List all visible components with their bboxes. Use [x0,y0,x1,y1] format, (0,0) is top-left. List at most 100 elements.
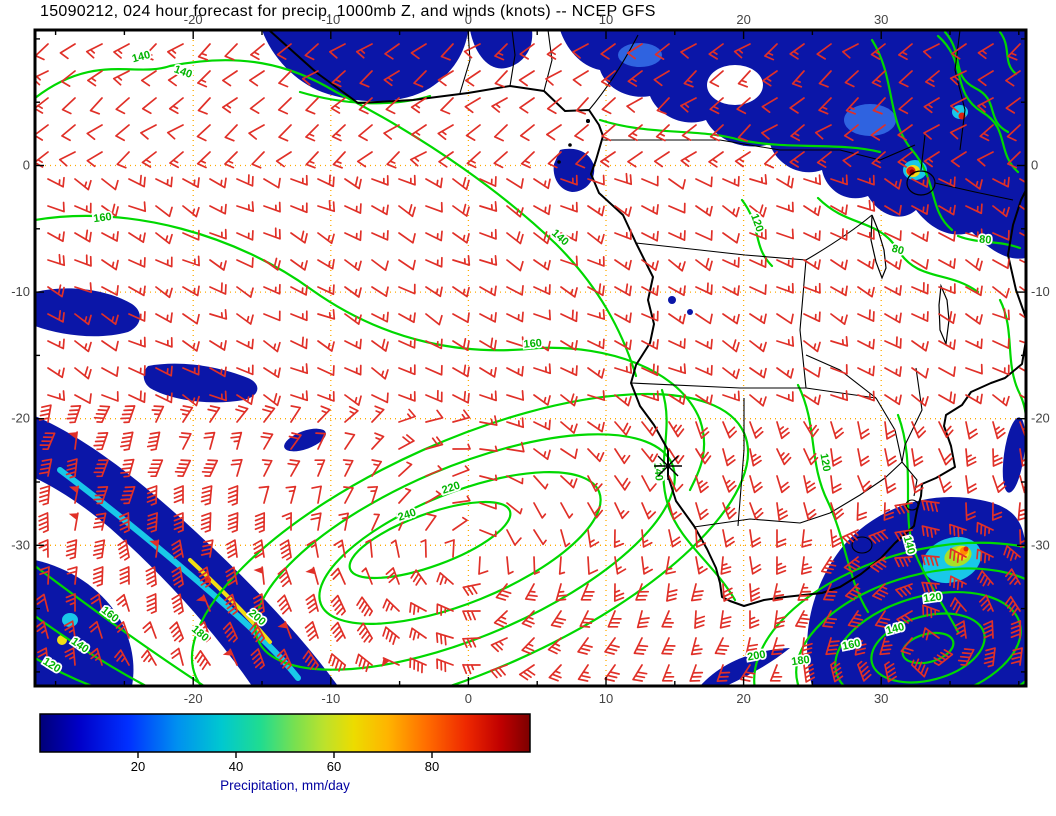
height-contour [35,214,706,492]
wind-barbs-layer [35,43,1026,683]
axis-tick-label-bottom: -20 [184,691,203,706]
precip-blob [1002,417,1026,493]
precip-accent [62,613,78,627]
height-contour [35,656,94,686]
island [557,160,561,164]
axis-tick-label-bottom: -10 [321,691,340,706]
axis-tick-label-bottom: 20 [736,691,750,706]
axis-tick-label-top: -10 [321,12,340,27]
axis-tick-label-left: -30 [11,537,30,552]
precip-accent [844,104,896,136]
colorbar-tick-label: 60 [327,759,341,774]
height-contour [816,196,980,294]
lake-tanganyika [870,214,887,280]
axis-tick-label-top: 30 [874,12,888,27]
height-contour [35,59,638,378]
border-line [719,139,916,161]
contour-label: 240 [396,507,417,524]
axis-tick-label-right: -30 [1031,537,1050,552]
axis-tick-label-bottom: 0 [465,691,472,706]
contour-label: 180 [791,654,811,668]
island [586,119,590,123]
height-contour [660,388,737,602]
axis-tick-label-top: -20 [184,12,203,27]
island [568,143,572,147]
height-contours-layer [35,30,1026,686]
wind-barb-strokes [35,43,1026,683]
axis-tick-label-top: 0 [465,12,472,27]
contour-label: 160 [93,211,113,225]
africa-coastline [268,30,1026,607]
precip-blob [284,428,326,452]
border-line [543,30,553,92]
height-contour [956,234,1022,250]
precip-blob [553,148,595,192]
colorbar-tick-label: 20 [131,759,145,774]
border-line [875,397,903,463]
border-line [901,367,923,463]
contour-label: 80 [979,234,992,247]
precip-blob [262,30,468,102]
contour-label: 120 [817,452,832,472]
east-africa-coastline [1007,189,1026,319]
axis-tick-label-top: 20 [736,12,750,27]
axis-tick-label-left: -20 [11,411,30,426]
precip-blob [35,288,140,337]
height-contour [318,471,602,625]
cyclone-contour [753,541,1026,686]
axis-tick-label-left: 0 [23,158,30,173]
border-line [905,499,919,511]
colorbar-gradient [39,713,531,753]
height-contour [348,500,512,580]
border-line [851,536,873,554]
height-contour [896,413,960,634]
height-contour [598,118,882,154]
axis-tick-label-bottom: 10 [599,691,613,706]
height-contour [870,38,954,232]
border-line [829,461,903,514]
axis-tick-label-right: 0 [1031,158,1038,173]
axis-tick-label-bottom: 30 [874,691,888,706]
axis-tick-label-right: -10 [1031,284,1050,299]
coastline-layer [268,30,1026,607]
colorbar-tick-labels: 20 40 60 80 [131,752,439,774]
map-frame [33,28,1028,688]
colorbar-caption: Precipitation, mm/day [220,778,350,793]
height-contour [35,614,148,686]
border-line [588,34,639,111]
station-marker [654,452,682,480]
border-line [805,354,877,399]
border-line [630,382,877,399]
border-line [459,30,471,94]
border-line [693,512,831,528]
map-title: 15090212, 024 hour forecast for precip, … [40,3,656,20]
colorbar: 20 40 60 80 Precipitation, mm/day [39,713,531,793]
contour-label: 160 [523,337,542,351]
height-contour [936,34,1020,174]
station-marker-arm [657,455,679,477]
precip-blob [560,30,1026,259]
colorbar-tick-label: 40 [229,759,243,774]
cyclone-contour [795,567,1026,686]
precip-blob [687,309,693,315]
border-line [920,134,926,171]
axis-tick-label-right: -20 [1031,411,1050,426]
contour-label: 220 [440,480,461,497]
contour-label: 140 [172,63,193,81]
height-contour [35,564,206,686]
axis-ticks-and-labels: -20 -20 -10 -10 0 0 10 10 20 20 30 30 0 0 -10 -10 -20 -20… [11,12,1050,706]
border-line [934,182,1014,201]
height-contour [998,30,1018,76]
border-line [737,398,745,527]
contour-label: 160 [841,637,861,653]
front-core [188,558,272,644]
precip-gap [707,65,763,105]
contour-label: 140 [549,227,571,248]
precip-blob [35,560,134,686]
border-line [635,242,807,261]
contour-label: 120 [923,591,943,605]
precip-accent [618,43,662,67]
